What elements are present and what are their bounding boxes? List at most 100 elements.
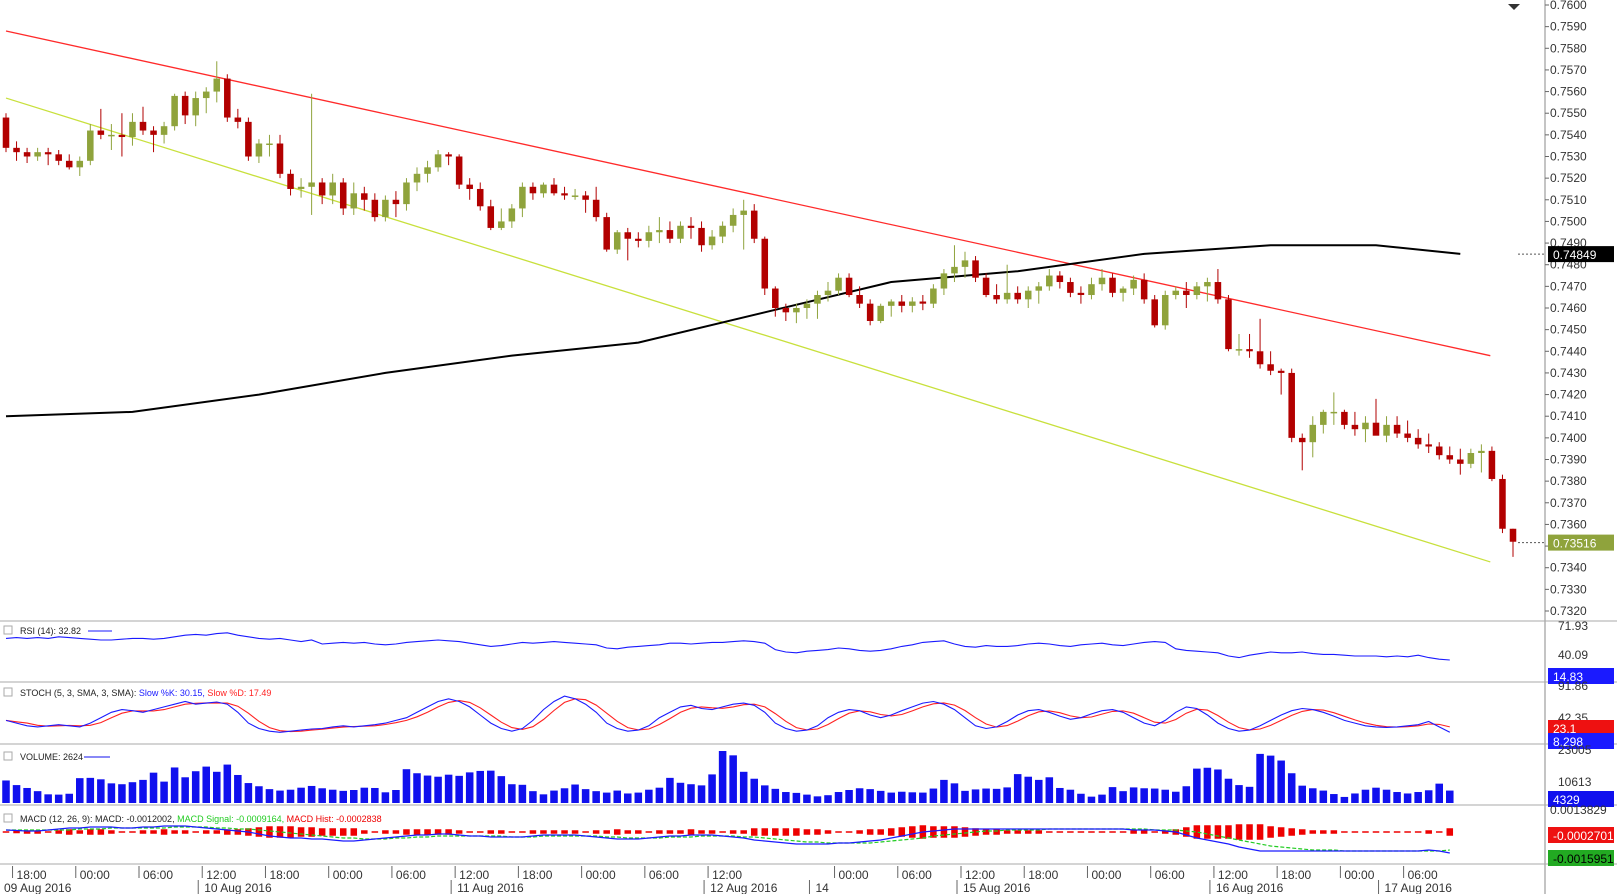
candle	[835, 273, 842, 296]
candle	[382, 195, 389, 222]
macd-hist-bar	[1077, 831, 1085, 833]
macd-hist-bar	[192, 831, 199, 833]
price-tick-label: 0.7400	[1550, 431, 1587, 445]
volume-bar	[634, 792, 643, 803]
candle-body	[656, 230, 663, 233]
candle-body	[1056, 275, 1064, 283]
volume-bar	[1172, 791, 1180, 803]
candle-body	[782, 308, 790, 313]
volume-bar	[1224, 778, 1233, 803]
candle	[624, 227, 632, 261]
volume-bar	[434, 776, 442, 803]
candle-body	[1109, 277, 1116, 293]
time-label: 18:00	[17, 868, 47, 882]
candle-body	[729, 214, 737, 226]
macd-hist-bar	[118, 831, 126, 833]
macd-hist-bar	[656, 830, 663, 834]
candle-body	[1035, 286, 1043, 291]
macd-hist-bar	[793, 828, 800, 836]
volume-bar	[771, 788, 780, 803]
candle-body	[1404, 433, 1411, 438]
macd-hist-bar	[613, 829, 621, 835]
candle	[592, 186, 600, 222]
macd-hist-bar	[719, 831, 726, 833]
macd-hist-bar	[255, 827, 263, 837]
candle-body	[108, 134, 115, 137]
time-label: 00:00	[586, 868, 616, 882]
candle	[65, 154, 73, 170]
volume-bar	[381, 792, 390, 803]
macd-hist-bar	[729, 830, 737, 834]
candle	[1035, 282, 1043, 304]
candle-body	[1425, 444, 1432, 447]
price-tick-label: 0.7390	[1550, 453, 1587, 467]
macd-hist-bar	[44, 831, 52, 833]
candle	[192, 91, 199, 127]
candle	[613, 230, 621, 254]
candle-body	[13, 147, 20, 153]
candle-body	[350, 193, 358, 209]
volume-bar	[666, 777, 674, 803]
time-label: 12:00	[712, 868, 742, 882]
volume-bar	[213, 771, 221, 803]
candle	[413, 167, 421, 192]
volume-bar	[2, 780, 10, 803]
price-tick-label: 0.7520	[1550, 171, 1587, 185]
volume-bar	[571, 784, 579, 803]
candle	[1277, 368, 1285, 395]
volume-bar	[1446, 790, 1454, 803]
volume-bar	[191, 771, 200, 803]
price-tick-label: 0.7360	[1550, 517, 1587, 531]
macd-hist-bar	[898, 827, 906, 837]
candle-body	[1499, 478, 1506, 529]
last-price-tag-bg	[1548, 534, 1614, 551]
macd-hist-bar	[139, 830, 147, 834]
candle-body	[1067, 282, 1074, 293]
candle	[930, 284, 937, 308]
candle-body	[866, 303, 874, 321]
volume-bar	[1108, 787, 1117, 803]
volume-bar	[697, 785, 706, 803]
macd-hist-bar	[571, 830, 579, 834]
volume-toggle-box	[3, 751, 13, 761]
volume-bar	[1403, 793, 1412, 803]
candle-body	[1204, 282, 1211, 287]
candle	[350, 182, 358, 215]
candle-body	[803, 303, 811, 308]
candle-body	[266, 143, 273, 146]
candle-body	[498, 221, 505, 228]
macd-hist-bar	[329, 828, 336, 836]
moving-average-line	[5, 244, 1461, 418]
candle	[2, 113, 10, 153]
candle-body	[613, 232, 621, 250]
candle-body	[1130, 279, 1137, 289]
candle	[1414, 429, 1422, 449]
candle-body	[361, 193, 368, 200]
volume-bar	[487, 770, 495, 803]
macd-hist-bar	[371, 831, 379, 833]
candle-body	[424, 167, 431, 174]
candle	[782, 303, 790, 321]
price-tick-label: 0.7470	[1550, 279, 1587, 293]
macd-hist-bar	[1404, 831, 1411, 833]
macd-hist-bar	[1320, 830, 1327, 834]
price-tick-label: 0.7600	[1550, 0, 1587, 12]
volume-bar	[476, 770, 484, 803]
candle-body	[392, 199, 400, 205]
volume-bar	[550, 790, 558, 803]
volume-bar	[929, 788, 938, 803]
candle	[160, 121, 168, 144]
volume-bar	[971, 789, 980, 803]
macd-hist-bar	[782, 828, 790, 836]
scroll-arrow-icon[interactable]	[1508, 4, 1520, 10]
volume-last-tag: 4329	[1553, 793, 1580, 807]
macd-hist-bar	[1035, 830, 1043, 834]
candle	[44, 147, 52, 166]
candle-body	[750, 210, 758, 239]
volume-bar	[86, 777, 95, 803]
candle	[23, 147, 31, 163]
candle-body	[287, 173, 294, 189]
candle-body	[1246, 349, 1253, 352]
ma-price-tag: 0.74849	[1553, 248, 1597, 262]
